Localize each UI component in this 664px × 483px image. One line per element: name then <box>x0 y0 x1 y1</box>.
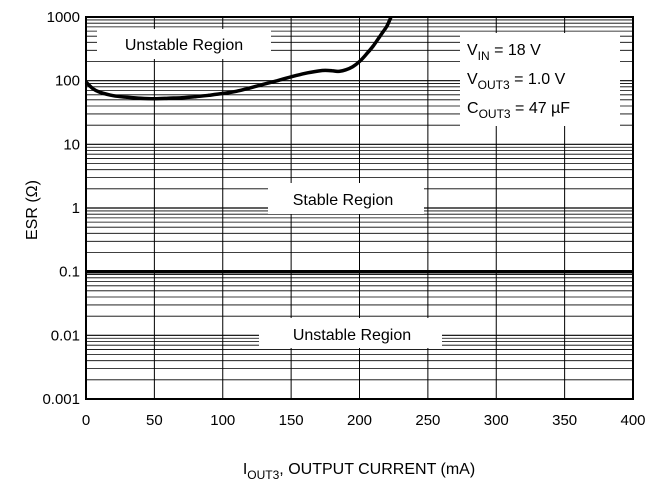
x-tick-label: 100 <box>210 412 235 429</box>
x-tick-label: 50 <box>146 412 163 429</box>
region-middle-box: Stable Region <box>268 183 424 214</box>
region-top-label: Unstable Region <box>125 37 243 54</box>
plot-lines <box>84 16 633 274</box>
y-tick-label: 0.01 <box>51 327 80 344</box>
x-tick-label: 350 <box>552 412 577 429</box>
y-tick-label: 0.001 <box>42 391 80 408</box>
condition-vout3: VOUT3 = 1.0 V <box>467 71 566 92</box>
x-tick-label: 400 <box>620 412 645 429</box>
x-axis-title: IOUT3, OUTPUT CURRENT (mA) <box>243 461 475 482</box>
region-bottom-label: Unstable Region <box>293 327 411 344</box>
y-tick-label: 1000 <box>47 9 80 26</box>
condition-vin: VIN = 18 V <box>467 42 541 63</box>
x-tick-label: 200 <box>347 412 372 429</box>
y-tick-label: 0.1 <box>59 264 80 281</box>
upper-boundary-line <box>84 16 393 101</box>
plot-frame <box>85 16 634 400</box>
x-tick-label: 150 <box>279 412 304 429</box>
y-tick-label: 10 <box>63 136 80 153</box>
y-axis-title: ESR (Ω) <box>24 180 41 240</box>
x-tick-labels: 0 50 100 150 200 250 300 350 400 <box>82 412 646 429</box>
conditions-box: VIN = 18 V VOUT3 = 1.0 V COUT3 = 47 µF <box>460 33 620 126</box>
x-tick-label: 250 <box>415 412 440 429</box>
condition-cout3: COUT3 = 47 µF <box>467 100 570 121</box>
y-tick-labels: 0.001 0.01 0.1 1 10 100 1000 <box>42 9 80 408</box>
y-tick-label: 100 <box>55 73 80 90</box>
x-tick-label: 0 <box>82 412 90 429</box>
y-tick-label: 1 <box>72 200 80 217</box>
region-middle-label: Stable Region <box>293 192 394 209</box>
region-top-box: Unstable Region <box>97 29 271 59</box>
region-bottom-box: Unstable Region <box>259 318 442 348</box>
x-tick-label: 300 <box>484 412 509 429</box>
